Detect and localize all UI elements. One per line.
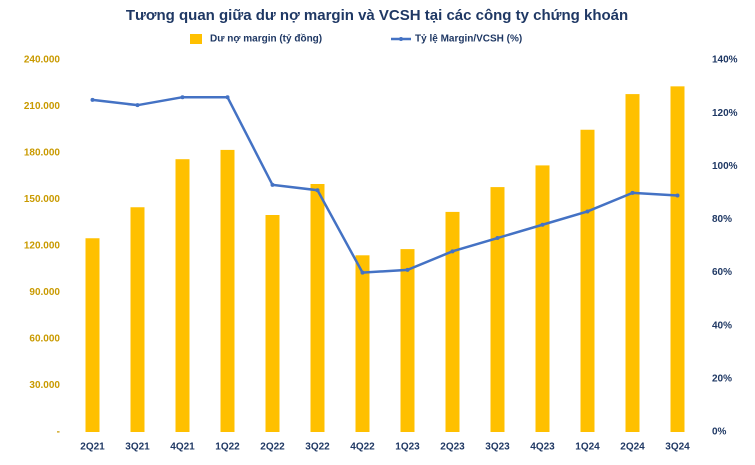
line-point [585,209,590,214]
line-point [630,190,635,195]
x-tick-label: 3Q21 [125,442,150,453]
legend-swatch [190,34,202,44]
y-tick-label: 150.000 [24,194,61,205]
x-tick-label: 4Q22 [350,442,375,453]
y-tick-label: 60.000 [29,334,60,345]
bar [445,211,460,432]
line-point [315,188,320,193]
bar [130,207,145,432]
line-point [450,249,455,254]
line-point [90,97,95,102]
y-tick-label: 90.000 [29,287,60,298]
x-tick-label: 3Q23 [485,442,510,453]
line-point [270,182,275,187]
bar [625,94,640,432]
x-tick-label: 2Q22 [260,442,285,453]
y2-tick-label: 100% [712,161,738,172]
line-point [360,270,365,275]
x-tick-label: 1Q22 [215,442,240,453]
bar [400,249,415,432]
bar [580,129,595,432]
bar [535,165,550,432]
line-point [135,103,140,108]
y2-tick-label: 0% [712,427,727,438]
y2-tick-label: 40% [712,320,732,331]
y-tick-label: 240.000 [24,55,61,66]
line-point [675,193,680,198]
y2-tick-label: 140% [712,55,738,66]
x-tick-label: 2Q24 [620,442,645,453]
x-tick-label: 4Q23 [530,442,555,453]
y-tick-label: 210.000 [24,101,61,112]
legend-label: Dư nợ margin (tỷ đồng) [210,33,322,45]
y2-tick-label: 20% [712,373,732,384]
bar [265,215,280,432]
line-point [180,95,185,100]
y-tick-label: - [57,427,60,438]
y2-tick-label: 60% [712,267,732,278]
bar [490,187,505,432]
x-tick-label: 1Q24 [575,442,600,453]
bar [85,238,100,432]
line-point [495,236,500,241]
y-tick-label: 180.000 [24,148,61,159]
line-point [225,95,230,100]
y-tick-label: 120.000 [24,241,61,252]
line-point [405,267,410,272]
x-tick-label: 2Q21 [80,442,105,453]
x-tick-label: 3Q22 [305,442,330,453]
x-tick-label: 2Q23 [440,442,465,453]
line-point [540,222,545,227]
x-tick-label: 1Q23 [395,442,420,453]
x-tick-label: 4Q21 [170,442,195,453]
bar [175,159,190,432]
bar [220,149,235,432]
bar [310,184,325,432]
bar [355,255,370,432]
chart-title: Tương quan giữa dư nợ margin và VCSH tại… [126,7,628,24]
legend-label: Tỷ lệ Margin/VCSH (%) [415,34,522,45]
y-tick-label: 30.000 [29,380,60,391]
y2-tick-label: 120% [712,108,738,119]
bar [670,86,685,432]
x-tick-label: 3Q24 [665,442,690,453]
y2-tick-label: 80% [712,214,732,225]
legend-swatch [399,37,403,41]
line [92,95,678,274]
